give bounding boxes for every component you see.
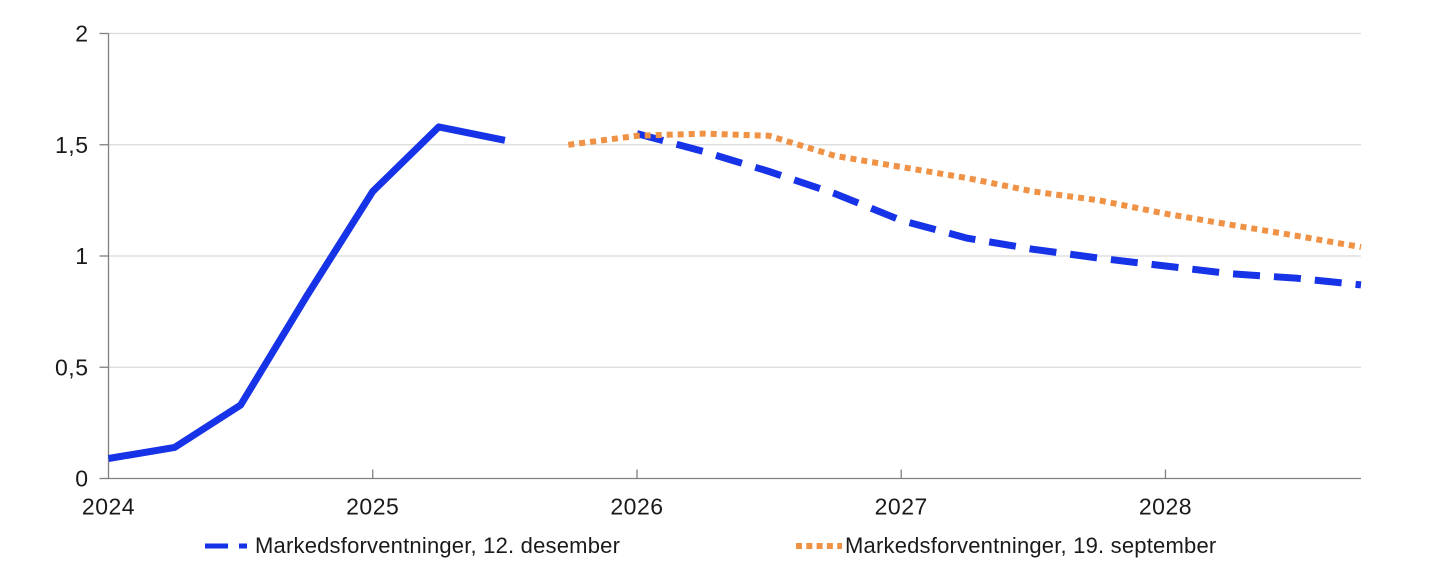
x-axis-tick-label: 2025 <box>346 494 399 520</box>
series-line-markedsforventninger-12-desember <box>636 130 1362 289</box>
legend-item-12-desember: Markedsforventninger, 12. desember <box>204 533 620 559</box>
x-axis-tick-label: 2028 <box>1139 494 1192 520</box>
legend-swatch-dashed-blue-icon <box>205 543 252 549</box>
x-axis-tick-label: 2027 <box>875 494 928 520</box>
legend-label-19-september: Markedsforventninger, 19. september <box>845 533 1217 558</box>
x-axis-tick-label: 2026 <box>610 494 663 520</box>
series-line-historical-line <box>107 123 506 462</box>
series-line-markedsforventninger-19-september <box>567 130 1362 251</box>
legend-item-19-september: Markedsforventninger, 19. september <box>795 533 1216 559</box>
y-axis-tick-label: 2 <box>75 21 88 47</box>
x-axis-tick-label: 2024 <box>82 494 135 520</box>
legend-label-12-desember: Markedsforventninger, 12. desember <box>255 533 621 558</box>
y-axis-tick-label: 1,5 <box>55 132 88 158</box>
legend-swatch-dotted-orange-icon <box>796 543 842 549</box>
y-axis-tick-label: 0 <box>75 466 88 492</box>
y-axis-tick-label: 1 <box>75 243 88 269</box>
y-axis-tick-label: 0,5 <box>55 354 88 380</box>
